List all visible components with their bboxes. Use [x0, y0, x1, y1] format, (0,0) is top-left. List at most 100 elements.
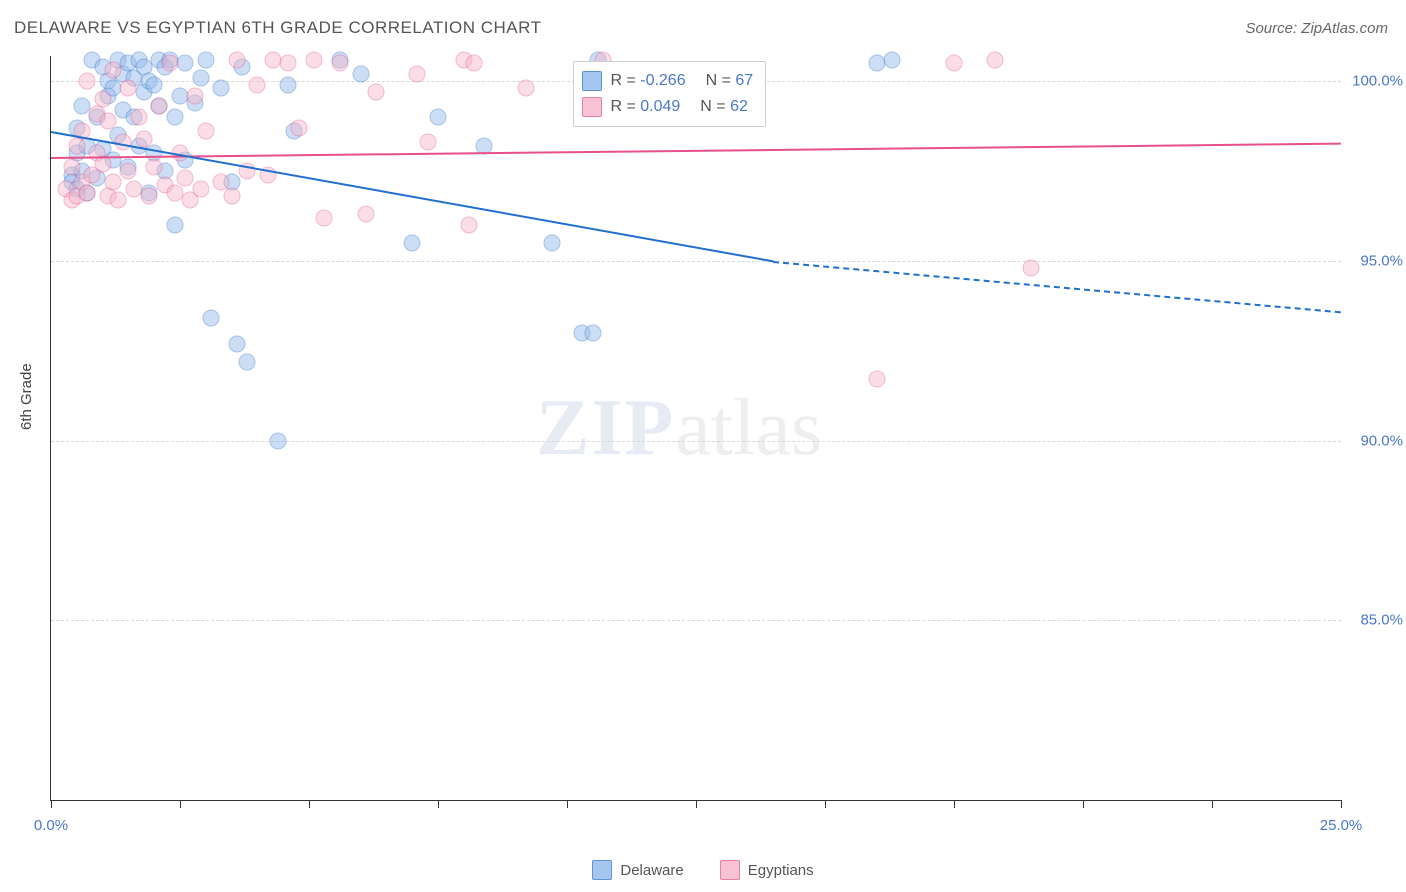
stats-r-label: R = -0.266 — [610, 72, 685, 90]
y-tick-label: 95.0% — [1349, 252, 1403, 269]
x-tick — [567, 800, 568, 808]
scatter-point — [166, 109, 183, 126]
scatter-point — [280, 76, 297, 93]
scatter-point — [409, 65, 426, 82]
stats-n-label: N = 62 — [700, 98, 748, 116]
scatter-point — [146, 159, 163, 176]
chart-source: Source: ZipAtlas.com — [1245, 20, 1388, 37]
y-gridline — [51, 620, 1341, 621]
legend-item-delaware: Delaware — [592, 860, 683, 880]
y-gridline — [51, 441, 1341, 442]
scatter-point — [316, 209, 333, 226]
stats-swatch — [582, 97, 602, 117]
x-tick — [309, 800, 310, 808]
legend-item-egyptians: Egyptians — [720, 860, 814, 880]
y-tick-label: 100.0% — [1349, 73, 1403, 90]
scatter-point — [79, 184, 96, 201]
x-tick — [438, 800, 439, 808]
scatter-point — [161, 55, 178, 72]
scatter-point — [192, 180, 209, 197]
x-tick-label: 0.0% — [34, 817, 68, 834]
scatter-point — [419, 134, 436, 151]
x-tick — [1212, 800, 1213, 808]
scatter-point — [120, 80, 137, 97]
watermark: ZIPatlas — [536, 383, 822, 474]
scatter-point — [141, 188, 158, 205]
scatter-point — [166, 216, 183, 233]
regression-line — [51, 142, 1341, 158]
scatter-point — [1023, 260, 1040, 277]
x-tick — [696, 800, 697, 808]
scatter-point — [94, 91, 111, 108]
x-tick-label: 25.0% — [1320, 817, 1363, 834]
scatter-point — [884, 51, 901, 68]
scatter-point — [352, 65, 369, 82]
x-tick — [1083, 800, 1084, 808]
legend-label-egyptians: Egyptians — [748, 862, 814, 879]
stats-row: R = 0.049N = 62 — [582, 94, 753, 120]
stats-row: R = -0.266 N = 67 — [582, 68, 753, 94]
scatter-point — [946, 55, 963, 72]
stats-box: R = -0.266 N = 67 R = 0.049N = 62 — [573, 61, 766, 127]
scatter-point — [264, 51, 281, 68]
stats-n-label: N = 67 — [706, 72, 754, 90]
scatter-point — [430, 109, 447, 126]
scatter-point — [987, 51, 1004, 68]
scatter-point — [146, 76, 163, 93]
scatter-point — [466, 55, 483, 72]
watermark-zip: ZIP — [536, 384, 675, 472]
scatter-point — [357, 206, 374, 223]
x-tick — [954, 800, 955, 808]
scatter-point — [270, 432, 287, 449]
scatter-point — [110, 191, 127, 208]
regression-line — [773, 261, 1341, 313]
scatter-point — [460, 216, 477, 233]
scatter-point — [197, 51, 214, 68]
x-tick — [825, 800, 826, 808]
scatter-point — [404, 234, 421, 251]
scatter-point — [868, 55, 885, 72]
scatter-point — [543, 234, 560, 251]
scatter-point — [517, 80, 534, 97]
scatter-point — [99, 112, 116, 129]
swatch-egyptians — [720, 860, 740, 880]
scatter-point — [166, 184, 183, 201]
y-tick-label: 85.0% — [1349, 612, 1403, 629]
scatter-point — [239, 353, 256, 370]
scatter-point — [331, 55, 348, 72]
scatter-point — [120, 163, 137, 180]
scatter-point — [73, 98, 90, 115]
scatter-point — [280, 55, 297, 72]
stats-swatch — [582, 71, 602, 91]
scatter-point — [125, 180, 142, 197]
scatter-point — [177, 170, 194, 187]
scatter-point — [172, 87, 189, 104]
scatter-point — [228, 335, 245, 352]
scatter-point — [306, 51, 323, 68]
scatter-point — [130, 109, 147, 126]
y-gridline — [51, 261, 1341, 262]
legend-label-delaware: Delaware — [620, 862, 683, 879]
scatter-point — [249, 76, 266, 93]
scatter-point — [584, 324, 601, 341]
chart-header: DELAWARE VS EGYPTIAN 6TH GRADE CORRELATI… — [0, 0, 1406, 44]
scatter-point — [197, 123, 214, 140]
chart-title: DELAWARE VS EGYPTIAN 6TH GRADE CORRELATI… — [14, 18, 541, 38]
swatch-delaware — [592, 860, 612, 880]
scatter-point — [187, 87, 204, 104]
scatter-point — [290, 119, 307, 136]
y-tick-label: 90.0% — [1349, 432, 1403, 449]
scatter-point — [368, 83, 385, 100]
scatter-point — [177, 55, 194, 72]
x-tick — [1341, 800, 1342, 808]
scatter-point — [213, 80, 230, 97]
scatter-point — [135, 130, 152, 147]
x-tick — [51, 800, 52, 808]
scatter-point — [104, 173, 121, 190]
scatter-point — [202, 310, 219, 327]
scatter-point — [192, 69, 209, 86]
bottom-legend: Delaware Egyptians — [0, 860, 1406, 880]
x-tick — [180, 800, 181, 808]
plot-area: ZIPatlas 85.0%90.0%95.0%100.0%0.0%25.0%R… — [50, 56, 1341, 801]
scatter-point — [223, 188, 240, 205]
